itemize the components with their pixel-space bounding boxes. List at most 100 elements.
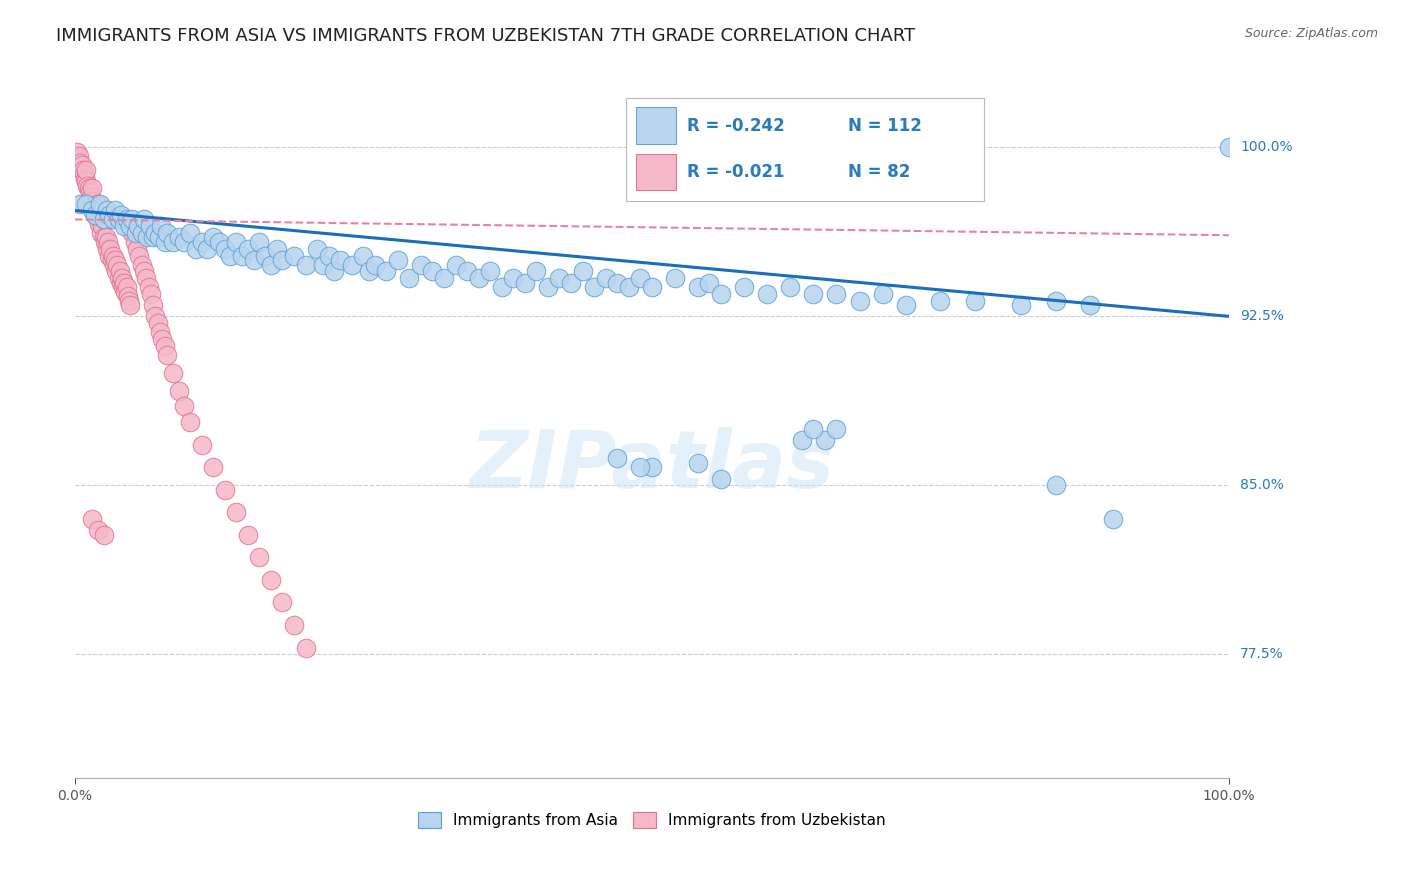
Point — [114, 285, 136, 299]
Point — [91, 219, 114, 234]
Point — [162, 235, 184, 249]
Point — [98, 248, 121, 262]
Point — [153, 338, 176, 352]
Point — [118, 293, 141, 308]
Point — [312, 258, 335, 272]
Point — [66, 145, 89, 159]
Point — [231, 248, 253, 262]
Point — [606, 276, 628, 290]
Point — [202, 230, 225, 244]
Point — [1010, 298, 1032, 312]
Point — [560, 276, 582, 290]
Point — [502, 271, 524, 285]
Point — [82, 199, 104, 213]
Text: 92.5%: 92.5% — [1240, 310, 1284, 324]
Text: 77.5%: 77.5% — [1240, 648, 1284, 661]
Point — [283, 618, 305, 632]
Point — [641, 280, 664, 294]
Point — [825, 422, 848, 436]
Point — [115, 212, 138, 227]
Point — [103, 258, 125, 272]
Point — [93, 528, 115, 542]
Point — [104, 253, 127, 268]
Point — [357, 264, 380, 278]
Point — [131, 258, 153, 272]
Point — [93, 212, 115, 227]
Point — [456, 264, 478, 278]
Point — [398, 271, 420, 285]
Point — [69, 196, 91, 211]
Point — [190, 438, 212, 452]
Point — [929, 293, 952, 308]
Point — [583, 280, 606, 294]
Point — [75, 162, 97, 177]
Point — [76, 178, 98, 193]
Point — [97, 235, 120, 249]
Point — [686, 456, 709, 470]
Point — [96, 242, 118, 256]
Point — [479, 264, 502, 278]
Point — [208, 235, 231, 249]
Point — [247, 235, 270, 249]
Text: N = 82: N = 82 — [848, 163, 910, 181]
Point — [152, 332, 174, 346]
Point — [444, 258, 467, 272]
Point — [801, 286, 824, 301]
Point — [294, 258, 316, 272]
Point — [120, 298, 142, 312]
Point — [138, 219, 160, 234]
Point — [283, 248, 305, 262]
Point — [225, 505, 247, 519]
Point — [79, 186, 101, 200]
Point — [107, 212, 129, 227]
Point — [93, 235, 115, 249]
Point — [173, 400, 195, 414]
Text: 100.0%: 100.0% — [1240, 140, 1292, 154]
Point — [524, 264, 547, 278]
Point — [120, 219, 142, 234]
Point — [105, 264, 128, 278]
Point — [127, 219, 149, 234]
Point — [352, 248, 374, 262]
Point — [318, 248, 340, 262]
Point — [111, 271, 134, 285]
Point — [710, 286, 733, 301]
Point — [90, 226, 112, 240]
Point — [323, 264, 346, 278]
Point — [294, 640, 316, 655]
Point — [190, 235, 212, 249]
Point — [686, 280, 709, 294]
Point — [790, 434, 813, 448]
Point — [872, 286, 894, 301]
Point — [146, 316, 169, 330]
Point — [963, 293, 986, 308]
Text: ZIPatlas: ZIPatlas — [470, 427, 834, 505]
Point — [86, 196, 108, 211]
Point — [254, 248, 277, 262]
Point — [606, 451, 628, 466]
Point — [105, 258, 128, 272]
Point — [84, 208, 107, 222]
Point — [77, 181, 100, 195]
Bar — [637, 153, 676, 190]
Point — [101, 248, 124, 262]
Point — [197, 242, 219, 256]
Point — [80, 512, 103, 526]
Point — [219, 248, 242, 262]
Point — [121, 226, 143, 240]
Point — [173, 235, 195, 249]
Point — [69, 156, 91, 170]
Point — [422, 264, 444, 278]
Point — [156, 226, 179, 240]
Point — [94, 230, 117, 244]
Point — [375, 264, 398, 278]
Point — [117, 289, 139, 303]
Point — [266, 242, 288, 256]
Point — [112, 219, 135, 234]
Point — [107, 271, 129, 285]
Point — [548, 271, 571, 285]
Point — [1218, 140, 1240, 154]
Point — [70, 158, 93, 172]
Point — [80, 181, 103, 195]
Point — [87, 524, 110, 538]
